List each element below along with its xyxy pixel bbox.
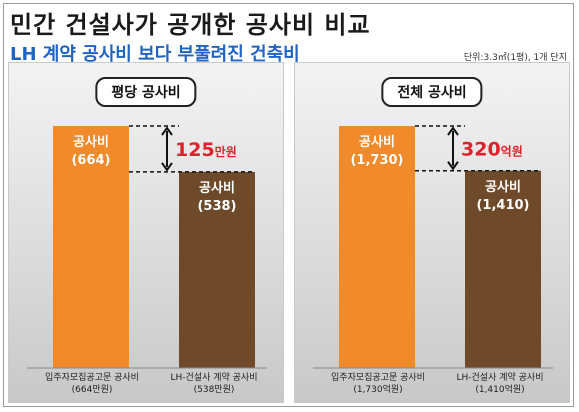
- x-label-0: 입주자모집공고문 공사비 (1,730억원): [315, 372, 441, 396]
- chart-panel-per-pyeong: 평당 공사비 공사비 (664) 공사비 (538) 125만원 입주자모집공고문 공사…: [8, 62, 284, 403]
- difference-arrow-head-down: [447, 161, 459, 171]
- bar-1: [465, 170, 541, 368]
- x-tick-label-line: 입주자모집공고문 공사비: [331, 373, 425, 383]
- outer-frame: [3, 3, 574, 407]
- bar-label-0-1: (1,730): [350, 153, 403, 168]
- bar-0: [53, 126, 129, 368]
- bar-label-0-0: 공사비: [359, 134, 395, 150]
- bar-label-1-1: (1,410): [476, 198, 529, 213]
- difference-value: 320: [461, 138, 501, 160]
- difference-arrow-head-up: [161, 126, 173, 136]
- difference-value: 125: [175, 139, 215, 161]
- chart-panel-total: 전체 공사비 공사비 (1,730) 공사비 (1,410) 320억원 입주자모집공고…: [294, 62, 570, 403]
- x-label-1: LH-건설사 계약 공사비 (538만원): [149, 372, 279, 396]
- page-subtitle: LH 계약 공사비 보다 부풀려진 건축비: [10, 44, 300, 65]
- bar-label-0-1: (664): [71, 153, 110, 168]
- x-label-0: 입주자모집공고문 공사비 (664만원): [29, 372, 155, 396]
- difference-arrow-head-up: [447, 126, 459, 136]
- page-title: 민간 건설사가 공개한 공사비 비교: [10, 11, 371, 39]
- difference-unit: 억원: [501, 144, 523, 158]
- chart-svg: 공사비 (664) 공사비 (538) 125만원: [27, 125, 267, 369]
- bar-label-1-1: (538): [197, 199, 236, 214]
- x-tick-label-line: LH-건설사 계약 공사비: [456, 373, 544, 383]
- x-tick-label-line: (538만원): [193, 385, 235, 395]
- difference-label: 320억원: [461, 138, 523, 160]
- difference-label: 125만원: [175, 139, 237, 161]
- bar-label-1-0: 공사비: [485, 179, 521, 195]
- bar-label-0-0: 공사비: [73, 134, 109, 150]
- x-tick-label-line: 입주자모집공고문 공사비: [45, 373, 139, 383]
- x-tick-label-line: LH-건설사 계약 공사비: [170, 373, 258, 383]
- bar-label-1-0: 공사비: [199, 180, 235, 196]
- chart-title: 평당 공사비: [95, 77, 197, 107]
- unit-note: 단위:3.3㎡(1평), 1개 단지: [463, 53, 567, 63]
- bar-0: [339, 126, 415, 368]
- x-tick-label-line: (1,410억원): [475, 385, 525, 395]
- difference-unit: 만원: [215, 144, 237, 159]
- x-tick-label-line: (1,730억원): [353, 385, 403, 395]
- x-tick-label-line: (664만원): [71, 385, 113, 395]
- x-label-1: LH-건설사 계약 공사비 (1,410억원): [435, 372, 565, 396]
- chart-title: 전체 공사비: [381, 77, 483, 107]
- difference-arrow-head-down: [161, 162, 173, 172]
- chart-svg: 공사비 (1,730) 공사비 (1,410) 320억원: [313, 125, 553, 369]
- bar-1: [179, 171, 255, 368]
